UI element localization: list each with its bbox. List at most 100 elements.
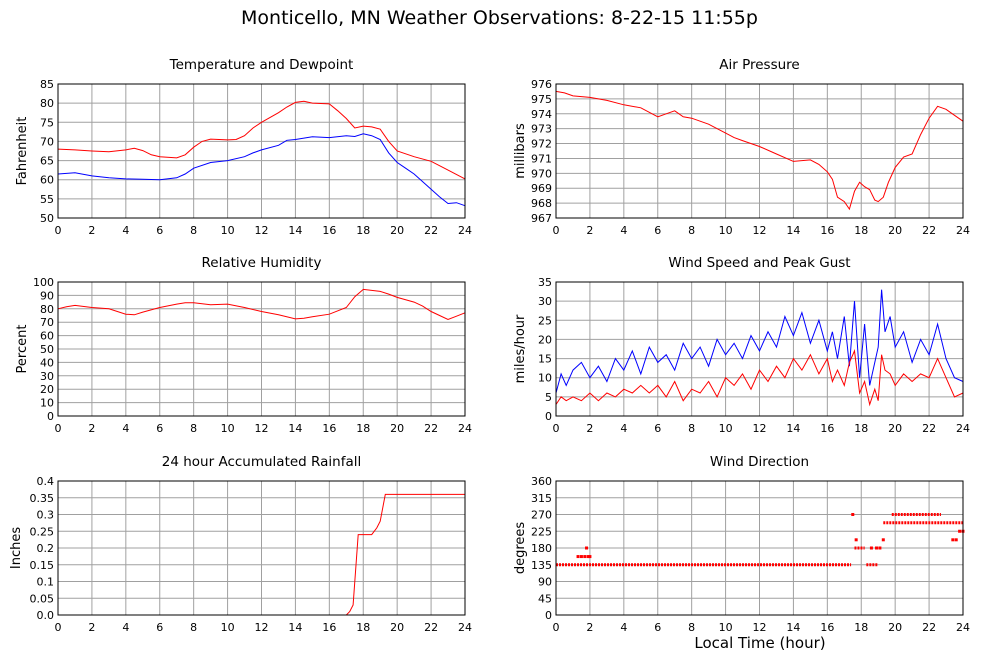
- direction-point: [869, 546, 873, 550]
- x-tick-label: 8: [688, 621, 695, 634]
- y-tick-label: 967: [531, 212, 552, 225]
- x-tick-label: 6: [654, 422, 661, 435]
- series-line-0: [58, 493, 465, 616]
- y-tick-label: 0.4: [37, 475, 55, 488]
- x-tick-label: 22: [922, 621, 936, 634]
- x-tick-label: 0: [55, 621, 62, 634]
- y-tick-label: 0.2: [37, 542, 55, 555]
- chart-panel-wind: 0 2 4 6 8 10 12 14 16 18 20 22 2405101520253035Wind …: [513, 255, 970, 435]
- x-tick-label: 12: [255, 621, 269, 634]
- x-tick-label: 24: [458, 224, 472, 237]
- plot-frame: [555, 281, 964, 417]
- direction-point: [579, 555, 583, 559]
- plot-frame: [555, 83, 964, 219]
- x-tick-label: 10: [221, 224, 235, 237]
- x-tick-label: 10: [221, 422, 235, 435]
- x-tick-label: 22: [922, 224, 936, 237]
- y-tick-label: 135: [531, 559, 552, 572]
- chart-panel-direction: 0 2 4 6 8 10 12 14 16 18 20 22 240459013518022527031…: [513, 454, 970, 634]
- direction-point: [878, 546, 882, 550]
- x-tick-label: 18: [356, 422, 370, 435]
- x-tick-label: 2: [586, 422, 593, 435]
- y-tick-label: 65: [40, 155, 54, 168]
- direction-point: [851, 513, 855, 516]
- x-tick-label: 6: [156, 422, 163, 435]
- y-tick-label: 50: [40, 343, 54, 356]
- plot-frame: [555, 480, 964, 616]
- y-tick-label: 60: [40, 174, 54, 187]
- y-tick-label: 80: [40, 97, 54, 110]
- direction-point: [585, 546, 589, 550]
- x-tick-label: 12: [255, 224, 269, 237]
- x-tick-label: 18: [356, 621, 370, 634]
- x-tick-label: 14: [786, 224, 800, 237]
- series-line-0: [555, 289, 964, 394]
- y-tick-label: 971: [531, 152, 552, 165]
- y-tick-label: 0.0: [37, 609, 55, 622]
- x-tick-label: 18: [854, 224, 868, 237]
- y-tick-label: 100: [33, 276, 54, 289]
- y-tick-label: 10: [538, 372, 552, 385]
- direction-point: [958, 529, 962, 533]
- chart-panel-pressure: 0 2 4 6 8 10 12 14 16 18 20 22 249679689699709719729…: [513, 57, 970, 237]
- x-tick-label: 2: [586, 621, 593, 634]
- x-tick-label: 22: [424, 224, 438, 237]
- y-tick-label: 70: [40, 316, 54, 329]
- x-tick-label: 6: [156, 621, 163, 634]
- x-tick-label: 4: [122, 224, 129, 237]
- y-tick-label: 0.05: [30, 592, 55, 605]
- y-tick-label: 80: [40, 303, 54, 316]
- series-line-0: [555, 90, 964, 211]
- chart-panel-humidity: 0 2 4 6 8 10 12 14 16 18 20 22 240102030405060708090…: [15, 255, 472, 435]
- direction-point: [588, 555, 592, 559]
- x-tick-label: 16: [820, 621, 834, 634]
- direction-point: [583, 555, 587, 559]
- y-axis-label: miles/hour: [513, 314, 528, 383]
- y-tick-label: 55: [40, 193, 54, 206]
- y-tick-label: 0: [47, 410, 54, 423]
- x-tick-label: 0: [553, 621, 560, 634]
- y-tick-label: 360: [531, 475, 552, 488]
- y-tick-label: 15: [538, 353, 552, 366]
- x-tick-label: 8: [190, 621, 197, 634]
- x-tick-label: 6: [156, 224, 163, 237]
- y-tick-label: 270: [531, 509, 552, 522]
- plot-frame: [57, 281, 466, 417]
- x-tick-label: 14: [786, 621, 800, 634]
- x-tick-label: 6: [654, 621, 661, 634]
- y-tick-label: 0: [545, 410, 552, 423]
- x-tick-label: 20: [888, 422, 902, 435]
- y-tick-label: 0: [545, 609, 552, 622]
- x-tick-label: 12: [255, 422, 269, 435]
- y-tick-label: 0.25: [30, 525, 55, 538]
- x-tick-label: 24: [458, 621, 472, 634]
- y-tick-label: 40: [40, 356, 54, 369]
- y-tick-label: 90: [538, 576, 552, 589]
- panel-title: Temperature and Dewpoint: [169, 57, 354, 73]
- y-tick-label: 70: [40, 135, 54, 148]
- direction-point: [875, 546, 879, 550]
- x-tick-label: 24: [956, 422, 970, 435]
- x-tick-label: 14: [786, 422, 800, 435]
- y-tick-label: 5: [545, 391, 552, 404]
- series-line-1: [555, 349, 964, 407]
- x-tick-label: 24: [956, 224, 970, 237]
- y-tick-label: 968: [531, 197, 552, 210]
- y-tick-label: 20: [538, 333, 552, 346]
- chart-panel-temp: 0 2 4 6 8 10 12 14 16 18 20 22 245055606570758085Tem…: [15, 57, 472, 237]
- x-tick-label: 18: [854, 621, 868, 634]
- x-tick-label: 10: [719, 422, 733, 435]
- direction-point: [576, 555, 580, 559]
- y-tick-label: 972: [531, 138, 552, 151]
- y-axis-label: Fahrenheit: [15, 117, 30, 186]
- x-tick-label: 20: [390, 621, 404, 634]
- x-tick-label: 16: [820, 224, 834, 237]
- x-tick-label: 4: [620, 422, 627, 435]
- y-tick-label: 35: [538, 276, 552, 289]
- y-tick-label: 30: [40, 370, 54, 383]
- x-tick-label: 2: [88, 422, 95, 435]
- x-tick-label: 12: [753, 422, 767, 435]
- x-tick-label: 4: [620, 621, 627, 634]
- y-tick-label: 85: [40, 78, 54, 91]
- y-axis-label: millibars: [513, 123, 528, 179]
